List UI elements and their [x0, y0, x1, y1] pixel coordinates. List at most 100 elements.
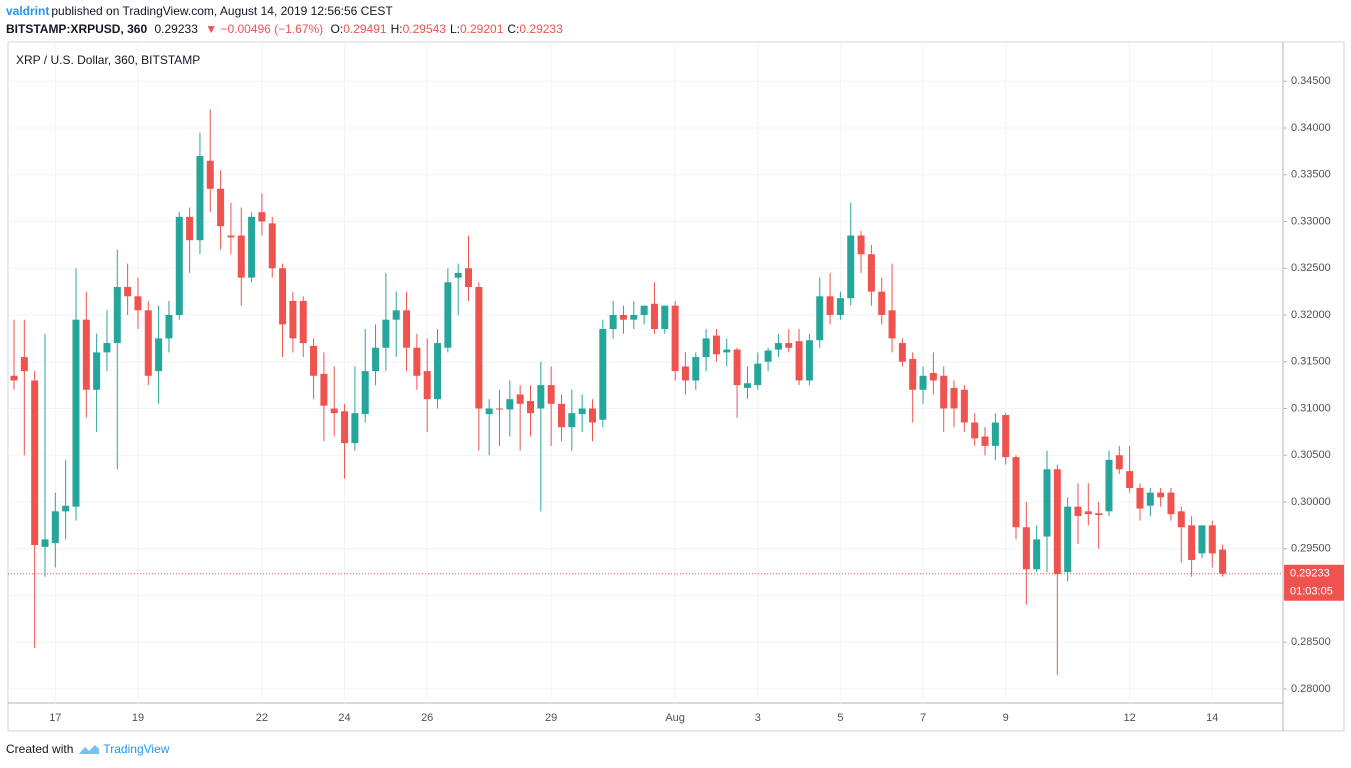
y-tick-label: 0.34000 [1291, 122, 1331, 134]
x-tick-label: 22 [256, 712, 268, 724]
candle-body [1208, 525, 1216, 554]
candle-body [1095, 513, 1103, 516]
candle-body [878, 291, 886, 316]
candle-body [1033, 539, 1041, 570]
candle-body [413, 347, 421, 376]
candle-body [134, 296, 142, 311]
candle-body [1053, 469, 1061, 574]
y-tick-label: 0.31500 [1291, 356, 1331, 368]
frame [7, 41, 1345, 732]
candle-body [1022, 527, 1030, 570]
countdown-label: 01:03:05 [1290, 586, 1333, 598]
candle-body [330, 408, 338, 414]
quote-value: 0.29543 [402, 22, 446, 36]
y-tick-label: 0.30000 [1291, 496, 1331, 508]
y-tick-label: 0.33000 [1291, 215, 1331, 227]
candle-body [1115, 455, 1123, 470]
candle-body [537, 385, 545, 409]
candle-body [351, 413, 359, 444]
candle-body [82, 319, 90, 390]
grid [8, 42, 1283, 703]
candle-body [51, 511, 59, 544]
quote-value: 0.29491 [343, 22, 387, 36]
candle-body [341, 411, 349, 444]
candle-body [289, 300, 297, 339]
candle-body [155, 338, 163, 372]
candle-body [898, 343, 906, 362]
y-tick-label: 0.31000 [1291, 402, 1331, 414]
candle-body [1188, 525, 1196, 560]
candle-body [175, 216, 183, 316]
candle-body [1002, 415, 1010, 458]
candle-body [960, 389, 968, 423]
candle-body [743, 383, 751, 388]
last-price-tag [1284, 564, 1344, 601]
candle-body [258, 212, 266, 222]
candle-body [919, 375, 927, 390]
candle-body [444, 282, 452, 348]
candle-body [144, 310, 152, 376]
candle-body [1167, 492, 1175, 515]
candle-body [1219, 549, 1227, 574]
x-tick-label: 7 [920, 712, 926, 724]
candle-body [1043, 469, 1051, 537]
x-tick-label: Aug [665, 712, 685, 724]
candle-body [950, 387, 958, 409]
author[interactable]: valdrint [6, 4, 50, 18]
published: published on TradingView.com, August 14,… [51, 4, 393, 18]
candle-body [805, 340, 813, 381]
candle-body [434, 343, 442, 400]
header-line-2: BITSTAMP:XRPUSD, 360 0.29233 ▼ −0.00496 … [6, 22, 571, 36]
candle-body [310, 345, 318, 376]
candle-body [1198, 525, 1206, 554]
candle-body [764, 350, 772, 362]
change: ▼ −0.00496 (−1.67%) [205, 22, 324, 36]
candle-body [557, 403, 565, 428]
candle-body [475, 286, 483, 409]
x-tick-label: 3 [755, 712, 761, 724]
candle-body [867, 254, 875, 292]
x-tick-label: 12 [1124, 712, 1136, 724]
quote-label: O: [330, 22, 344, 36]
candles [10, 109, 1227, 675]
candle-body [403, 310, 411, 348]
candle-body [237, 235, 245, 278]
candle-body [547, 385, 555, 404]
x-tick-label: 5 [837, 712, 843, 724]
candle-body [671, 305, 679, 372]
candle-body [20, 357, 28, 372]
candle-body [299, 300, 307, 344]
candle-body [392, 310, 400, 320]
created-with: Created with [6, 742, 74, 756]
y-tick-label: 0.30500 [1291, 449, 1331, 461]
candle-body [516, 394, 524, 404]
candle-body [836, 298, 844, 316]
candle-body [1105, 459, 1113, 512]
y-tick-label: 0.28000 [1291, 683, 1331, 695]
candle-body [712, 335, 720, 355]
candle-body [640, 305, 648, 316]
last: 0.29233 [154, 22, 198, 36]
candle-body [1074, 506, 1082, 517]
quote-label: H: [390, 22, 403, 36]
candle-body [93, 352, 101, 390]
candle-body [619, 315, 627, 320]
x-tick-label: 19 [132, 712, 144, 724]
candle-body [888, 310, 896, 339]
brand[interactable]: TradingView [103, 742, 170, 756]
quote-label: L: [449, 22, 460, 36]
header-line-1: valdrint published on TradingView.com, Au… [6, 4, 397, 18]
candle-body [774, 343, 782, 350]
candle-body [506, 399, 514, 410]
candle-body [795, 341, 803, 381]
candle-body [650, 303, 658, 330]
candle-body [754, 363, 762, 386]
candle-body [496, 408, 504, 410]
x-tick-label: 14 [1206, 712, 1218, 724]
x-tick-label: 9 [1003, 712, 1009, 724]
footer: Created with TradingView [6, 742, 169, 756]
candle-body [186, 216, 194, 241]
candle-body [661, 305, 669, 330]
candle-body [971, 422, 979, 439]
